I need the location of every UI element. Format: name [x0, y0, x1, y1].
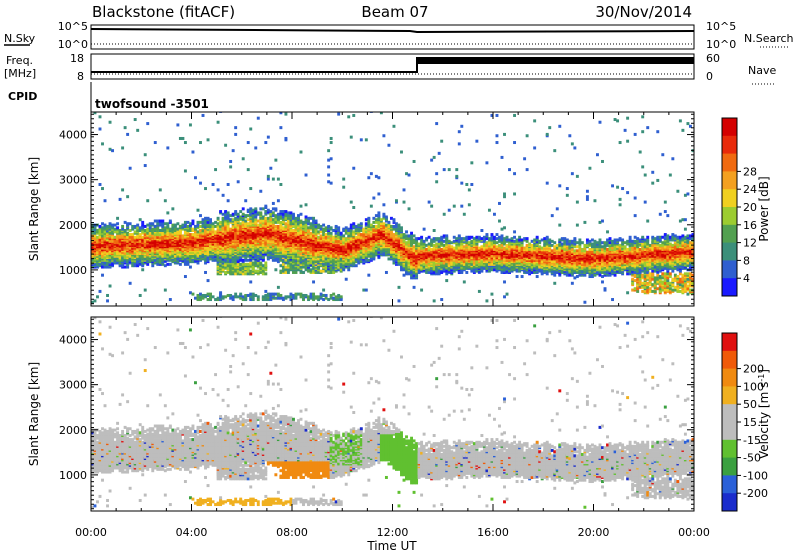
nsky-label: N.Sky — [4, 32, 36, 45]
power-colorbar-tick: 20 — [743, 201, 757, 214]
x-tick-label: 04:00 — [176, 526, 208, 539]
beam-label: Beam 07 — [361, 3, 428, 21]
power-colorbar-tick: 16 — [743, 219, 757, 232]
nsky-tick-bottom: 10^0 — [58, 38, 88, 51]
x-tick-label: 12:00 — [377, 526, 409, 539]
freq-tick-bottom: 8 — [77, 70, 84, 83]
velocity-colorbar-segment — [722, 404, 737, 423]
velocity-colorbar-tick: 200 — [743, 363, 764, 376]
velocity-colorbar-segment — [722, 493, 737, 512]
nave-label: Nave — [748, 64, 776, 77]
power-ytick-label: 1000 — [59, 264, 87, 277]
power-colorbar-segment — [722, 207, 737, 226]
freq-label-2: [MHz] — [4, 67, 36, 80]
nave-tick-bottom: 0 — [706, 70, 713, 83]
power-colorbar-segment — [722, 153, 737, 172]
velocity-ytick-label: 1000 — [59, 469, 87, 482]
x-tick-label: 08:00 — [276, 526, 308, 539]
velocity-colorbar-tick: -15 — [743, 434, 761, 447]
x-tick-label: 00:00 — [75, 526, 107, 539]
velocity-colorbar-tick: 100 — [743, 380, 764, 393]
power-colorbar-segment — [722, 224, 737, 244]
velocity-colorbar-segment — [722, 439, 737, 459]
power-colorbar-segment — [722, 135, 737, 155]
x-axis-label: Time UT — [366, 539, 417, 553]
velocity-colorbar-segment — [722, 368, 737, 387]
velocity-colorbar-label: Velocity [m s-1] — [757, 369, 772, 459]
velocity-ytick-label: 4000 — [59, 334, 87, 347]
power-colorbar-tick: 4 — [743, 272, 750, 285]
nsky-tick-top: 10^5 — [58, 20, 88, 33]
velocity-colorbar-tick: -100 — [743, 469, 768, 482]
velocity-colorbar-segment — [722, 457, 737, 476]
power-colorbar-label: Power [dB] — [757, 176, 771, 241]
velocity-panel: 1000 2000 3000 4000 Slant Range [km] 00:00 0… — [27, 316, 710, 553]
velocity-ytick-label: 2000 — [59, 424, 87, 437]
velocity-colorbar-tick: -200 — [743, 487, 768, 500]
power-colorbar-segment — [722, 118, 737, 137]
power-colorbar-tick: 24 — [743, 183, 757, 196]
nsearch-tick-bottom: 10^0 — [706, 38, 736, 51]
x-tick-label: 20:00 — [578, 526, 610, 539]
power-colorbar-segment — [722, 171, 737, 190]
velocity-colorbar-segment — [722, 475, 737, 494]
power-ytick-label: 4000 — [59, 129, 87, 142]
cpid-value: twofsound -3501 — [95, 97, 209, 111]
nsky-panel: N.Sky 10^5 10^0 10^5 10^0 N.Search — [4, 20, 794, 51]
velocity-colorbar-segment — [722, 386, 737, 405]
cpid-label: CPID — [8, 90, 37, 103]
velocity-ylabel: Slant Range [km] — [27, 362, 41, 466]
nsearch-tick-top: 10^5 — [706, 20, 736, 33]
velocity-ytick-label: 3000 — [59, 379, 87, 392]
power-colorbar-segment — [722, 189, 737, 208]
power-colorbar-segment — [722, 260, 737, 279]
date-label: 30/Nov/2014 — [595, 3, 692, 21]
radar-title: Blackstone (fitACF) — [92, 3, 235, 21]
velocity-colorbar-tick: -50 — [743, 452, 761, 465]
cpid-panel: CPID twofsound -3501 — [8, 82, 209, 112]
power-colorbar: 4 8 12 16 20 24 28 Power [dB] — [721, 117, 771, 297]
nsearch-label: N.Search — [744, 32, 794, 45]
velocity-colorbar-tick: 50 — [743, 398, 757, 411]
velocity-colorbar-segment — [722, 422, 737, 441]
freq-label-1: Freq. — [6, 54, 33, 67]
x-tick-label: 16:00 — [477, 526, 509, 539]
nave-tick-top: 60 — [706, 52, 720, 65]
power-ytick-label: 3000 — [59, 174, 87, 187]
velocity-colorbar-tick: 15 — [743, 416, 757, 429]
power-colorbar-tick: 8 — [743, 254, 750, 267]
freq-panel: Freq. [MHz] 18 8 60 0 Nave — [4, 52, 776, 85]
nsky-trace — [90, 28, 695, 34]
x-tick-label: 00:00 — [678, 526, 710, 539]
power-colorbar-tick: 12 — [743, 237, 757, 250]
power-ytick-label: 2000 — [59, 219, 87, 232]
freq-tick-top: 18 — [70, 52, 84, 65]
velocity-colorbar-segment — [722, 350, 737, 370]
power-colorbar-segment — [722, 242, 737, 261]
power-ylabel: Slant Range [km] — [27, 157, 41, 261]
power-colorbar-tick: 28 — [743, 165, 757, 178]
velocity-colorbar-segment — [722, 333, 737, 352]
power-panel: 1000 2000 3000 4000 Slant Range [km] — [27, 111, 695, 307]
power-colorbar-segment — [722, 278, 737, 297]
velocity-colorbar: -200 -100 -50 -15 15 50 100 200 Velocity [m s-1… — [721, 332, 772, 512]
freq-band — [417, 57, 694, 64]
